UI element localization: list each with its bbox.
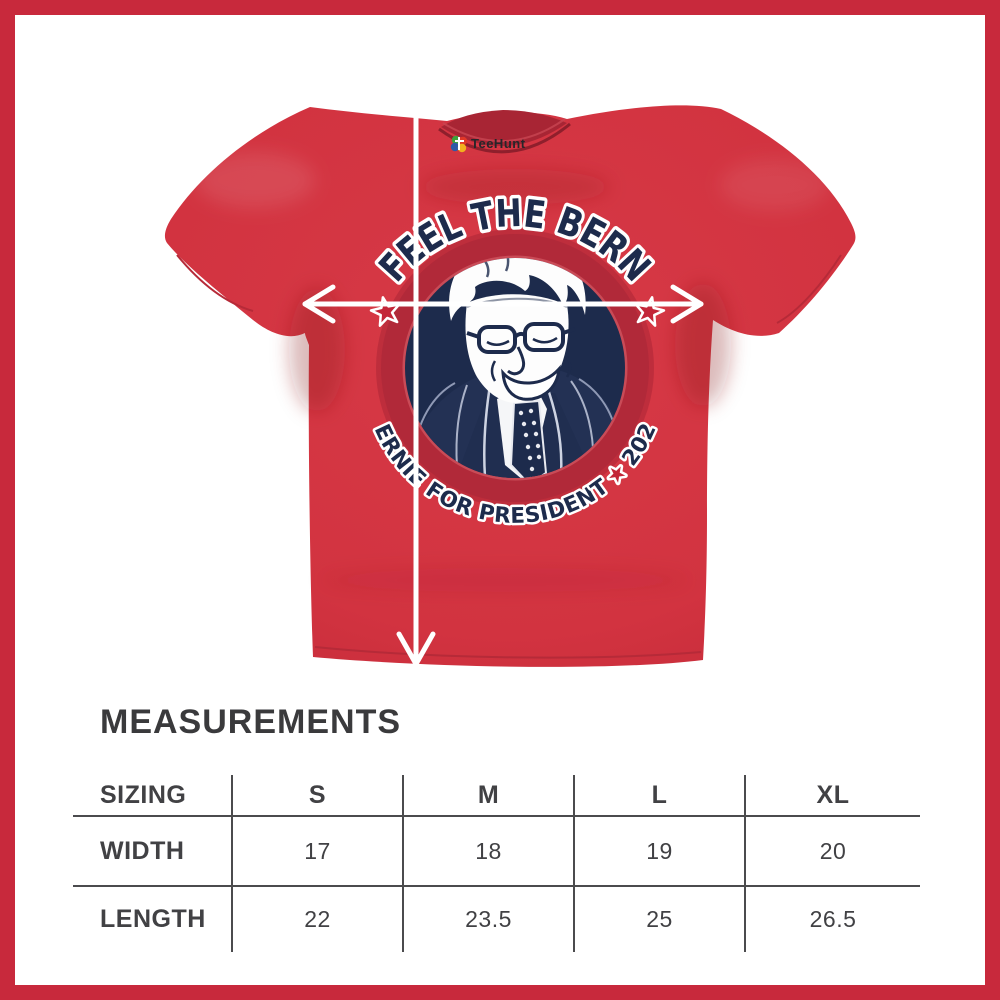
tshirt-illustration: TeeHunt: [15, 15, 856, 667]
width-l: 19: [573, 817, 744, 887]
row-label-width: WIDTH: [73, 817, 231, 887]
col-header-sizing: SIZING: [73, 775, 231, 817]
length-l: 25: [573, 887, 744, 952]
col-header-l: L: [573, 775, 744, 817]
col-header-xl: XL: [744, 775, 920, 817]
right-sleeve-stitch: [776, 254, 842, 324]
width-m: 18: [402, 817, 573, 887]
row-label-length: LENGTH: [100, 905, 206, 933]
width-xl: 20: [744, 817, 920, 887]
col-header-m: M: [402, 775, 573, 817]
length-m: 23.5: [402, 887, 573, 952]
col-header-s: S: [231, 775, 402, 817]
glasses: [466, 322, 576, 354]
width-s: 17: [231, 817, 402, 887]
left-sleeve-stitch: [176, 254, 254, 312]
sizing-table: SIZING S M L XL WIDTH 17 18 19 20 LENGTH…: [73, 775, 920, 952]
length-s: 22: [231, 887, 402, 952]
teehunt-logo-icon: [450, 135, 468, 153]
length-arrow: [396, 74, 436, 667]
measurements-heading: MEASUREMENTS: [100, 703, 402, 741]
width-arrow: [302, 284, 704, 324]
hem-stitch: [314, 646, 702, 659]
length-xl: 26.5: [744, 887, 920, 952]
bernie-portrait: [405, 258, 625, 478]
brand-label: TeeHunt: [471, 136, 526, 151]
